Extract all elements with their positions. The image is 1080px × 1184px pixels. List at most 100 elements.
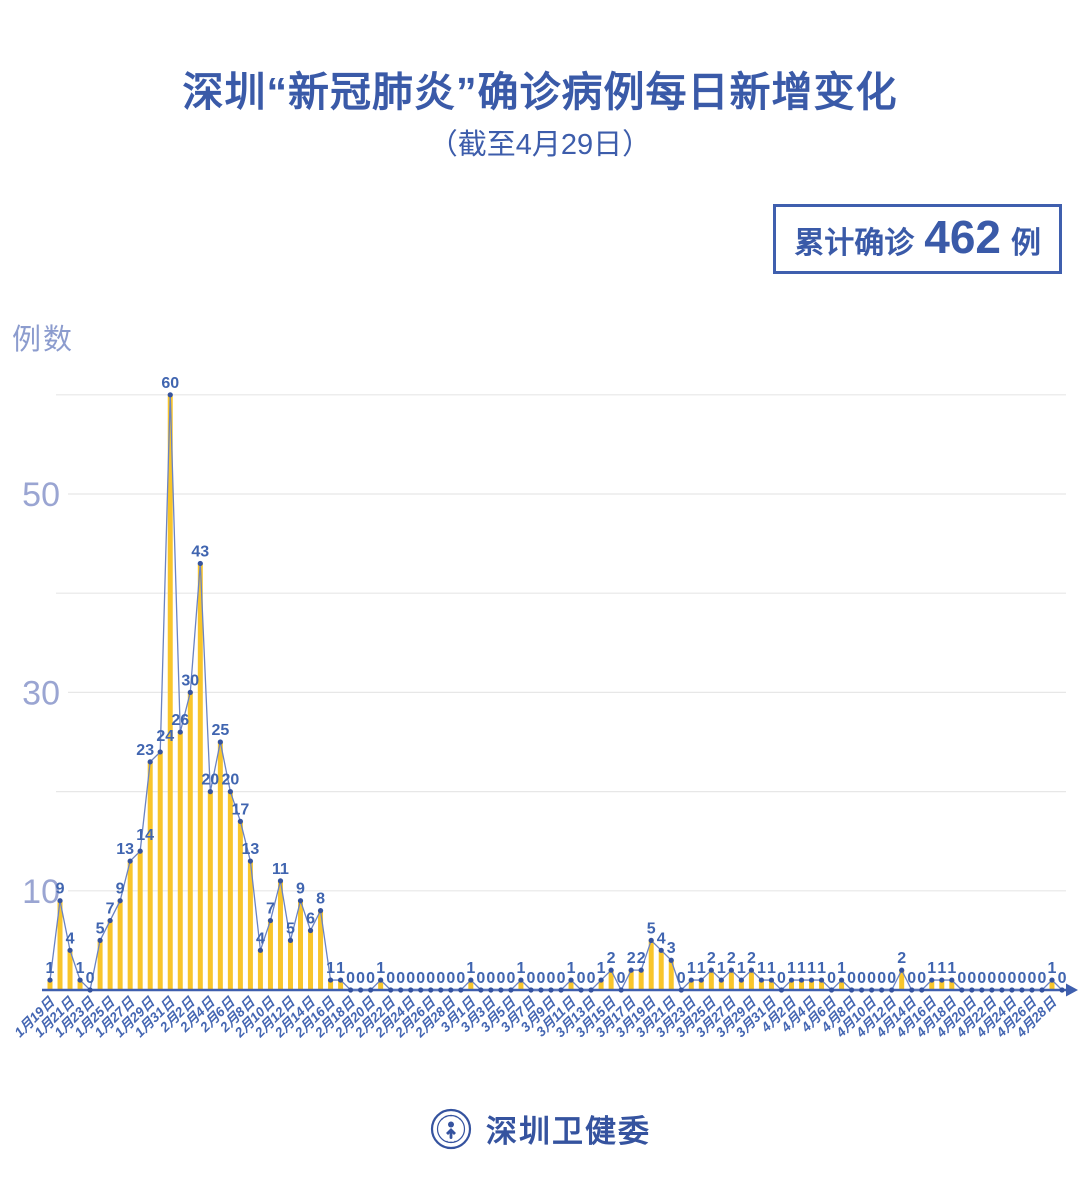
data-point xyxy=(297,898,304,904)
value-label: 0 xyxy=(587,970,596,987)
data-point xyxy=(428,987,434,993)
bar xyxy=(137,851,143,990)
y-tick-label: 10 xyxy=(22,873,60,911)
value-label: 0 xyxy=(777,970,786,987)
bar xyxy=(698,980,704,990)
data-point xyxy=(237,818,243,824)
data-point xyxy=(879,987,885,993)
bar xyxy=(468,980,474,990)
badge-unit: 例 xyxy=(1011,227,1041,260)
value-label: 7 xyxy=(106,901,115,918)
value-label: 9 xyxy=(116,881,125,898)
data-point xyxy=(97,937,103,944)
value-label: 13 xyxy=(116,841,134,858)
bar xyxy=(819,980,825,990)
value-label: 0 xyxy=(557,970,566,987)
bar xyxy=(929,980,935,990)
value-label: 20 xyxy=(221,772,239,789)
data-point xyxy=(1009,987,1015,993)
bar xyxy=(949,980,955,990)
value-label: 1 xyxy=(937,960,946,977)
data-point xyxy=(959,987,965,993)
value-label: 0 xyxy=(366,970,375,987)
value-label: 1 xyxy=(336,960,345,977)
data-point xyxy=(247,858,253,864)
data-point xyxy=(438,987,444,993)
data-point xyxy=(708,967,714,973)
value-label: 1 xyxy=(757,960,766,977)
bar xyxy=(187,692,193,990)
bar xyxy=(718,980,724,990)
value-label: 0 xyxy=(847,970,856,987)
data-point xyxy=(468,977,474,983)
value-label: 1 xyxy=(717,960,726,977)
value-label: 24 xyxy=(156,728,174,745)
value-label: 0 xyxy=(617,970,626,987)
data-point xyxy=(728,967,734,973)
value-label: 0 xyxy=(86,970,95,987)
value-label: 0 xyxy=(486,970,495,987)
data-point xyxy=(117,898,123,904)
data-point xyxy=(277,878,284,884)
data-point xyxy=(808,977,815,983)
value-label: 2 xyxy=(627,950,636,967)
data-point xyxy=(548,987,554,993)
bar xyxy=(899,970,905,990)
data-point xyxy=(227,789,233,795)
bar xyxy=(318,910,324,990)
value-label: 0 xyxy=(346,970,355,987)
bar xyxy=(658,950,664,990)
bar xyxy=(177,732,183,990)
data-point xyxy=(668,957,674,963)
value-label: 4 xyxy=(66,930,75,947)
value-label: 0 xyxy=(396,970,405,987)
data-point xyxy=(889,987,895,993)
value-label: 17 xyxy=(231,801,249,818)
value-label: 0 xyxy=(527,970,536,987)
data-point xyxy=(688,977,694,983)
value-label: 0 xyxy=(917,970,926,987)
data-point xyxy=(588,987,594,993)
badge-value: 462 xyxy=(924,211,1001,263)
org-name: 深圳卫健委 xyxy=(486,1114,651,1149)
value-label: 1 xyxy=(326,960,335,977)
data-point xyxy=(558,987,564,993)
bar xyxy=(568,980,574,990)
bar xyxy=(628,970,634,990)
data-point xyxy=(528,987,534,993)
bar xyxy=(167,394,173,990)
data-point xyxy=(127,858,133,864)
data-point xyxy=(1059,987,1065,993)
data-point xyxy=(458,987,464,993)
value-label: 0 xyxy=(977,970,986,987)
data-point xyxy=(1029,987,1035,993)
data-point xyxy=(698,977,704,983)
value-label: 5 xyxy=(96,920,105,937)
value-label: 11 xyxy=(272,861,289,878)
value-label: 0 xyxy=(857,970,866,987)
value-label: 30 xyxy=(181,672,199,689)
bar xyxy=(1049,980,1055,990)
data-point xyxy=(187,689,193,695)
value-label: 0 xyxy=(967,970,976,987)
value-label: 0 xyxy=(887,970,896,987)
bar xyxy=(237,821,243,990)
value-label: 1 xyxy=(687,960,696,977)
value-label: 1 xyxy=(787,960,796,977)
data-point xyxy=(969,987,975,993)
bar xyxy=(728,970,734,990)
value-label: 9 xyxy=(296,881,305,898)
data-point xyxy=(267,917,274,924)
bar xyxy=(287,940,293,990)
value-label: 7 xyxy=(266,901,275,918)
data-point xyxy=(768,977,775,983)
data-point xyxy=(778,987,785,993)
page-subtitle: （截至4月29日） xyxy=(428,129,652,161)
data-point xyxy=(909,987,915,993)
value-label: 26 xyxy=(171,712,189,729)
value-label: 0 xyxy=(356,970,365,987)
data-point xyxy=(307,927,314,934)
data-point xyxy=(398,987,404,993)
bar xyxy=(207,791,213,990)
value-label: 0 xyxy=(1017,970,1026,987)
